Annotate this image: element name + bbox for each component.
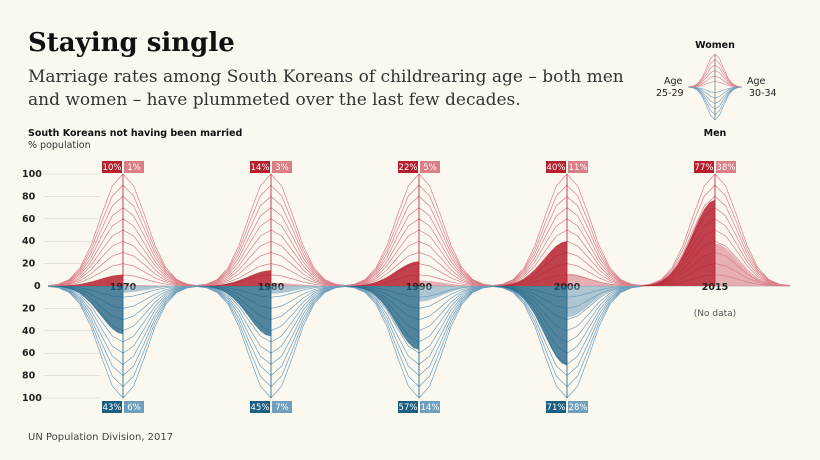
women-30-34-label-box bbox=[568, 161, 588, 173]
y-tick-label-men-20: 20 bbox=[22, 303, 36, 314]
women-30-34-label: 38% bbox=[717, 163, 736, 173]
men-30-34-label-box bbox=[420, 401, 440, 413]
women-25-29-area bbox=[492, 241, 567, 286]
women-30-34-area bbox=[271, 282, 346, 286]
panel-1970: 10%1%197043%6% bbox=[47, 161, 199, 413]
men-25-29-label: 45% bbox=[251, 403, 270, 413]
panel-1990: 22%5%199057%14% bbox=[343, 161, 495, 413]
y-tick-label-men-60: 60 bbox=[22, 348, 36, 359]
legend-left-title: Age bbox=[664, 76, 683, 87]
legend-left-range: 25-29 bbox=[656, 88, 684, 99]
men-30-34-label: 14% bbox=[421, 403, 440, 413]
axis-unit: % population bbox=[28, 140, 91, 151]
men-25-29-label-box bbox=[102, 401, 122, 413]
women-25-29-area bbox=[48, 274, 123, 286]
y-tick-label-women-60: 60 bbox=[22, 214, 36, 225]
women-30-34-label: 5% bbox=[423, 163, 437, 173]
women-25-29-label: 14% bbox=[251, 163, 270, 173]
source-note: UN Population Division, 2017 bbox=[28, 432, 174, 443]
men-25-29-label: 43% bbox=[103, 403, 122, 413]
women-25-29-label: 77% bbox=[695, 163, 714, 173]
women-25-29-area bbox=[196, 270, 271, 286]
women-30-34-area bbox=[419, 280, 494, 286]
y-tick-label-women-40: 40 bbox=[22, 236, 36, 247]
women-25-29-label-box bbox=[102, 161, 122, 173]
chart-title: Staying single bbox=[28, 28, 235, 58]
women-25-29-label-box bbox=[546, 161, 566, 173]
women-30-34-label: 11% bbox=[569, 163, 588, 173]
women-30-34-label: 1% bbox=[127, 163, 141, 173]
women-30-34-label-box bbox=[716, 161, 736, 173]
men-25-29-label-box bbox=[398, 401, 418, 413]
women-30-34-label: 3% bbox=[275, 163, 289, 173]
chart-subtitle: Marriage rates among South Koreans of ch… bbox=[28, 67, 624, 110]
y-tick-label-women-100: 100 bbox=[22, 169, 42, 180]
y-tick-label-men-100: 100 bbox=[22, 393, 42, 404]
men-30-34-label-box bbox=[124, 401, 144, 413]
y-tick-label-women-80: 80 bbox=[22, 191, 36, 202]
panel-1980: 14%3%198045%7% bbox=[195, 161, 347, 413]
panel-2000: 40%11%200071%28% bbox=[491, 161, 643, 413]
women-25-29-area bbox=[344, 261, 419, 286]
men-30-34-label-box bbox=[568, 401, 588, 413]
men-25-29-label: 71% bbox=[547, 403, 566, 413]
legend-men-label: Men bbox=[704, 128, 727, 139]
men-25-29-label-box bbox=[546, 401, 566, 413]
women-30-34-label-box bbox=[124, 161, 144, 173]
women-25-29-label-box bbox=[694, 161, 714, 173]
women-30-34-area bbox=[567, 273, 642, 286]
women-30-34-label-box bbox=[420, 161, 440, 173]
year-label: 2015 bbox=[702, 282, 728, 293]
y-tick-label-0: 0 bbox=[34, 281, 41, 292]
men-30-34-area bbox=[567, 286, 642, 318]
women-25-29-label-box bbox=[250, 161, 270, 173]
men-25-29-area bbox=[196, 286, 271, 337]
y-tick-label-men-80: 80 bbox=[22, 371, 36, 382]
men-25-29-area bbox=[344, 286, 419, 350]
axis-title: South Koreans not having been married bbox=[28, 128, 243, 139]
women-30-34-area bbox=[123, 284, 198, 286]
men-30-34-label-box bbox=[272, 401, 292, 413]
women-30-34-label-box bbox=[272, 161, 292, 173]
men-30-34-label: 7% bbox=[275, 403, 289, 413]
women-25-29-area bbox=[640, 199, 715, 286]
men-30-34-area bbox=[271, 286, 346, 294]
legend-right-title: Age bbox=[747, 76, 766, 87]
y-tick-label-men-40: 40 bbox=[22, 326, 36, 337]
women-25-29-label: 40% bbox=[547, 163, 566, 173]
men-25-29-label: 57% bbox=[399, 403, 418, 413]
women-25-29-label: 10% bbox=[103, 163, 122, 173]
men-25-29-area bbox=[48, 286, 123, 335]
men-25-29-label-box bbox=[250, 401, 270, 413]
y-tick-label-women-20: 20 bbox=[22, 259, 36, 270]
legend-right-range: 30-34 bbox=[749, 88, 777, 99]
men-30-34-label: 6% bbox=[127, 403, 141, 413]
men-30-34-area bbox=[123, 286, 198, 293]
men-30-34-label: 28% bbox=[569, 403, 588, 413]
women-30-34-area bbox=[715, 243, 790, 286]
legend-women-label: Women bbox=[695, 40, 735, 51]
women-25-29-label: 22% bbox=[399, 163, 418, 173]
men-30-34-area bbox=[419, 286, 494, 302]
panel-2015: 77% 38% 2015 (No data) bbox=[639, 161, 791, 319]
no-data-label: (No data) bbox=[694, 309, 736, 319]
men-25-29-area bbox=[492, 286, 567, 366]
women-25-29-label-box bbox=[398, 161, 418, 173]
